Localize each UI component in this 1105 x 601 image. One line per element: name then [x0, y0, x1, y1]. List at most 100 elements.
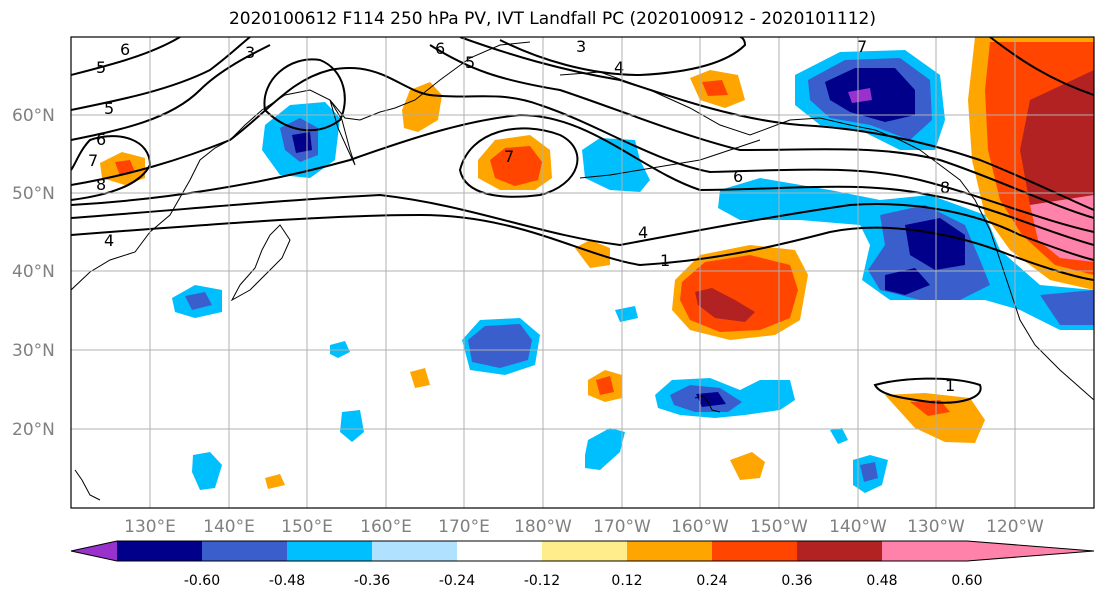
contour-label: 6 — [96, 130, 106, 149]
lon-label: 180°W — [514, 517, 572, 537]
contour-label: 6 — [733, 167, 743, 186]
gridlines — [71, 37, 1094, 508]
colorbar-tick-label: 0.12 — [611, 573, 642, 589]
lon-label: 140°E — [203, 517, 255, 537]
shade-negative-sw-2 — [340, 410, 364, 442]
colorbar-tick-label: 0.60 — [951, 573, 982, 589]
contour-labels: 6 5 5 6 7 8 4 3 6 5 3 4 7 6 4 1 8 7 1 — [88, 37, 955, 395]
colorbar-tick-label: 0.36 — [781, 573, 812, 589]
contour-label: 1 — [660, 251, 670, 270]
contour-line-1 — [71, 213, 1094, 281]
contour-label: 4 — [614, 58, 624, 77]
map-title: 2020100612 F114 250 hPa PV, IVT Landfall… — [228, 9, 876, 29]
coast-aleutians — [579, 139, 761, 179]
lon-label: 170°W — [593, 517, 651, 537]
colorbar-tick-label: 0.48 — [866, 573, 897, 589]
contour-label: 3 — [245, 43, 255, 62]
coast-japan — [230, 224, 291, 302]
colorbar-extend-low — [71, 541, 117, 561]
shade-negative-japan-2 — [185, 292, 212, 310]
colorbar-tick-label: -0.36 — [354, 573, 390, 589]
shade-positive-small — [265, 474, 285, 489]
contour-label: 5 — [104, 99, 114, 118]
coast-kamchatka — [329, 99, 356, 166]
contour-label: 4 — [638, 223, 648, 242]
lon-label: 170°E — [438, 517, 490, 537]
contour-label: 7 — [857, 37, 867, 56]
lon-label: 130°E — [124, 517, 176, 537]
contour-label: 4 — [104, 231, 114, 250]
lat-label: 60°N — [12, 106, 55, 126]
contour-label: 7 — [88, 151, 98, 170]
contour-line-6 — [71, 37, 1094, 211]
contour-label: 6 — [120, 40, 130, 59]
contour-label: 5 — [465, 53, 475, 72]
colorbar-segment — [627, 541, 712, 561]
shade-positive-ne — [885, 393, 985, 443]
lon-label: 120°W — [986, 517, 1044, 537]
colorbar: -0.60 -0.48 -0.36 -0.24 -0.12 0.12 0.24 … — [70, 540, 1095, 589]
longitude-labels: 130°E 140°E 150°E 160°E 170°E 180°W 170°… — [124, 517, 1044, 537]
shade-negative-band-4 — [885, 268, 930, 295]
pv-contours — [71, 37, 1094, 404]
coast-taiwan — [74, 469, 101, 501]
shade-negative-alaska-4 — [848, 88, 872, 103]
colorbar-tick-label: -0.48 — [269, 573, 305, 589]
contour-label: 6 — [435, 39, 445, 58]
latitude-labels: 60°N 50°N 40°N 30°N 20°N — [12, 106, 55, 440]
shade-negative-sw-1 — [192, 452, 222, 490]
shade-negative-central-2 — [468, 324, 532, 368]
colorbar-segment — [882, 541, 967, 561]
colorbar-outline — [70, 540, 1095, 562]
lat-label: 50°N — [12, 184, 55, 204]
colorbar-segment — [542, 541, 627, 561]
shade-positive-midlat — [575, 240, 610, 268]
contour-label: 8 — [940, 178, 950, 197]
colorbar-segment — [287, 541, 372, 561]
contour-line-8 — [263, 58, 346, 132]
lon-label: 130°W — [907, 517, 965, 537]
contour-label: 3 — [576, 37, 586, 56]
shade-positive-bering-2 — [702, 80, 728, 96]
contour-line-12 — [499, 37, 747, 77]
shade-negative-sw-5b — [860, 462, 878, 482]
shade-negative-aleutian — [582, 138, 650, 192]
contour-line-10 — [71, 135, 152, 201]
contour-label: 8 — [96, 175, 106, 194]
shade-positive-subtrop-2 — [596, 376, 614, 395]
colorbar-segment — [202, 541, 287, 561]
lon-label: 160°E — [360, 517, 412, 537]
contour-line-4 — [71, 67, 1094, 233]
shade-negative-sw-6 — [830, 428, 848, 444]
map-frame — [70, 36, 1095, 509]
lat-label: 20°N — [12, 420, 55, 440]
lon-label: 160°W — [671, 517, 729, 537]
contour-line-2 — [71, 193, 1094, 261]
contour-line-3 — [71, 113, 1094, 246]
colorbar-tick-label: 0.24 — [696, 573, 727, 589]
lat-label: 40°N — [12, 262, 55, 282]
lon-label: 150°E — [281, 517, 333, 537]
shade-negative-sw-4 — [585, 428, 625, 470]
shade-positive-sub3 — [730, 452, 765, 480]
colorbar-segment — [797, 541, 882, 561]
lon-label: 140°W — [829, 517, 887, 537]
contour-label: 7 — [504, 147, 514, 166]
lon-label: 150°W — [750, 517, 808, 537]
colorbar-segment — [372, 541, 457, 561]
contour-label: 1 — [945, 376, 955, 395]
colorbar-segment — [457, 541, 542, 561]
pv-anomaly-shading — [100, 37, 1094, 493]
colorbar-segment — [117, 541, 202, 561]
contour-line-9 — [458, 127, 579, 198]
lat-label: 30°N — [12, 341, 55, 361]
shade-positive-aleutian-2 — [490, 146, 542, 186]
colorbar-extend-high — [967, 541, 1094, 561]
colorbar-tick-label: -0.12 — [524, 573, 560, 589]
shade-negative-band-5 — [1040, 290, 1094, 325]
colorbar-tick-label: -0.60 — [184, 573, 220, 589]
shade-positive-central-3 — [695, 288, 755, 322]
colorbar-segment — [712, 541, 797, 561]
contour-line-7 — [71, 37, 1094, 96]
